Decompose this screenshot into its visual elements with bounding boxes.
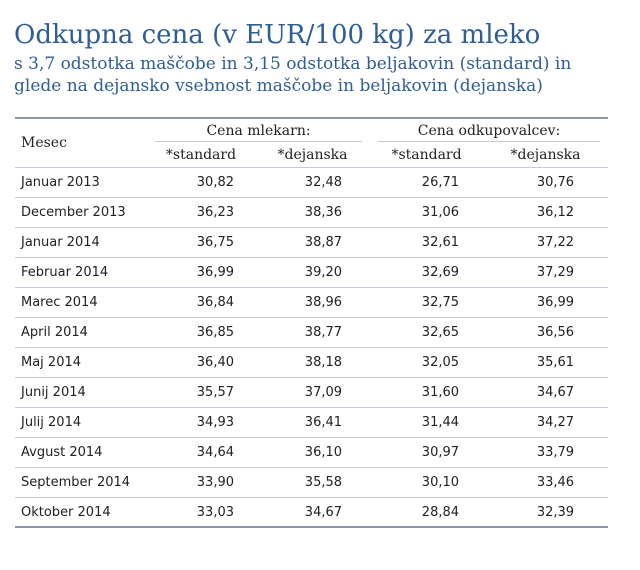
row-month: Oktober 2014 bbox=[21, 505, 111, 520]
dairy-actual-price: 35,58 bbox=[255, 467, 371, 498]
buyer-standard-price: 30,10 bbox=[370, 467, 484, 498]
table-subtitle: s 3,7 odstotka maščobe in 3,15 odstotka … bbox=[14, 53, 571, 97]
buyer-standard-price: 26,71 bbox=[370, 167, 484, 198]
row-month: April 2014 bbox=[15, 317, 147, 348]
buyer-standard-price: 32,05 bbox=[370, 347, 484, 378]
buyer-standard-price: 32,61 bbox=[370, 227, 484, 258]
subheader-row: *standard *dejanska *standard *dejanska bbox=[15, 143, 609, 168]
dairy-actual-price: 32,48 bbox=[255, 167, 371, 198]
table-row: September 2014 33,90 35,58 30,10 33,46 bbox=[15, 467, 609, 498]
dairy-actual-price: 39,20 bbox=[255, 257, 371, 288]
buyer-actual-price: 32,39 bbox=[536, 505, 575, 520]
buyer-actual-price: 34,67 bbox=[483, 377, 609, 408]
group-underline bbox=[378, 141, 601, 142]
dairy-standard-price: 34,93 bbox=[147, 407, 255, 438]
dairy-actual-price: 38,36 bbox=[255, 197, 371, 228]
buyer-standard-price: 31,60 bbox=[370, 377, 484, 408]
dairy-standard-price: 36,75 bbox=[147, 227, 255, 258]
table-row: December 2013 36,23 38,36 31,06 36,12 bbox=[15, 197, 609, 228]
row-month: Januar 2014 bbox=[15, 227, 147, 258]
dairy-standard-price: 36,85 bbox=[147, 317, 255, 348]
table-row: Maj 2014 36,40 38,18 32,05 35,61 bbox=[15, 347, 609, 378]
buyer-actual-price: 37,22 bbox=[483, 227, 609, 258]
buyer-standard-price: 32,75 bbox=[370, 287, 484, 318]
dairy-standard-price: 36,23 bbox=[147, 197, 255, 228]
subtitle-line-2: glede na dejansko vsebnost maščobe in be… bbox=[14, 76, 543, 96]
subheader-actual: *dejanska bbox=[483, 143, 609, 168]
buyer-actual-price: 33,46 bbox=[483, 467, 609, 498]
dairy-actual-price: 34,67 bbox=[304, 505, 343, 520]
subtitle-line-1: s 3,7 odstotka maščobe in 3,15 odstotka … bbox=[14, 54, 572, 74]
dairy-standard-price: 34,64 bbox=[147, 437, 255, 468]
buyer-standard-price: 31,06 bbox=[370, 197, 484, 228]
group-header-buyers-label: Cena odkupovalcev: bbox=[417, 123, 561, 139]
buyer-standard-price: 32,65 bbox=[370, 317, 484, 348]
subheader-standard: *standard bbox=[370, 143, 484, 168]
table-row: Marec 2014 36,84 38,96 32,75 36,99 bbox=[15, 287, 609, 318]
dairy-actual-price: 38,96 bbox=[255, 287, 371, 318]
dairy-standard-price: 33,90 bbox=[147, 467, 255, 498]
row-month: Januar 2013 bbox=[15, 167, 147, 198]
buyer-actual-price: 37,29 bbox=[483, 257, 609, 288]
table-row: Januar 2013 30,82 32,48 26,71 30,76 bbox=[15, 167, 609, 198]
row-month: Avgust 2014 bbox=[15, 437, 147, 468]
price-table: Mesec Cena mlekarn: Cena odkupovalcev: *… bbox=[15, 119, 609, 528]
dairy-actual-price: 38,87 bbox=[255, 227, 371, 258]
table-title: Odkupna cena (v EUR/100 kg) za mleko bbox=[14, 20, 541, 50]
group-header-buyers: Cena odkupovalcev: bbox=[370, 119, 608, 143]
month-column-header: Mesec bbox=[15, 119, 147, 168]
dairy-standard-price: 35,57 bbox=[147, 377, 255, 408]
dairy-actual-price: 38,18 bbox=[255, 347, 371, 378]
table-body: Januar 2013 30,82 32,48 26,71 30,76 December … bbox=[15, 167, 609, 528]
table-bottom-rule bbox=[15, 526, 608, 528]
buyer-standard-price: 31,44 bbox=[370, 407, 484, 438]
group-header-dairies-label: Cena mlekarn: bbox=[206, 123, 311, 139]
row-month: Marec 2014 bbox=[15, 287, 147, 318]
buyer-standard-price: 28,84 bbox=[421, 505, 460, 520]
table-row: Februar 2014 36,99 39,20 32,69 37,29 bbox=[15, 257, 609, 288]
buyer-actual-price: 33,79 bbox=[483, 437, 609, 468]
dairy-actual-price: 37,09 bbox=[255, 377, 371, 408]
buyer-standard-price: 30,97 bbox=[370, 437, 484, 468]
buyer-actual-price: 34,27 bbox=[483, 407, 609, 438]
dairy-actual-price: 36,41 bbox=[255, 407, 371, 438]
table-row: Avgust 2014 34,64 36,10 30,97 33,79 bbox=[15, 437, 609, 468]
table-row: Oktober 2014 33,03 34,67 28,84 32,39 bbox=[15, 498, 608, 528]
dairy-standard-price: 30,82 bbox=[147, 167, 255, 198]
table-row: Julij 2014 34,93 36,41 31,44 34,27 bbox=[15, 407, 609, 438]
dairy-standard-price: 36,84 bbox=[147, 287, 255, 318]
row-month: Julij 2014 bbox=[15, 407, 147, 438]
table-row: April 2014 36,85 38,77 32,65 36,56 bbox=[15, 317, 609, 348]
group-header-dairies: Cena mlekarn: bbox=[147, 119, 370, 143]
row-month: September 2014 bbox=[15, 467, 147, 498]
buyer-actual-price: 36,12 bbox=[483, 197, 609, 228]
buyer-actual-price: 35,61 bbox=[483, 347, 609, 378]
dairy-actual-price: 36,10 bbox=[255, 437, 371, 468]
dairy-standard-price: 36,40 bbox=[147, 347, 255, 378]
table-row: Januar 2014 36,75 38,87 32,61 37,22 bbox=[15, 227, 609, 258]
dairy-standard-price: 36,99 bbox=[147, 257, 255, 288]
subheader-standard: *standard bbox=[147, 143, 255, 168]
row-month: Maj 2014 bbox=[15, 347, 147, 378]
buyer-actual-price: 36,99 bbox=[483, 287, 609, 318]
row-month: Junij 2014 bbox=[15, 377, 147, 408]
dairy-actual-price: 38,77 bbox=[255, 317, 371, 348]
buyer-standard-price: 32,69 bbox=[370, 257, 484, 288]
row-month: December 2013 bbox=[15, 197, 147, 228]
row-month: Februar 2014 bbox=[15, 257, 147, 288]
group-underline bbox=[155, 141, 363, 142]
buyer-actual-price: 30,76 bbox=[483, 167, 609, 198]
dairy-standard-price: 33,03 bbox=[196, 505, 234, 520]
table-row: Junij 2014 35,57 37,09 31,60 34,67 bbox=[15, 377, 609, 408]
buyer-actual-price: 36,56 bbox=[483, 317, 609, 348]
table-top-rule bbox=[15, 117, 608, 119]
subheader-actual: *dejanska bbox=[255, 143, 371, 168]
group-header-row: Mesec Cena mlekarn: Cena odkupovalcev: bbox=[15, 119, 608, 168]
